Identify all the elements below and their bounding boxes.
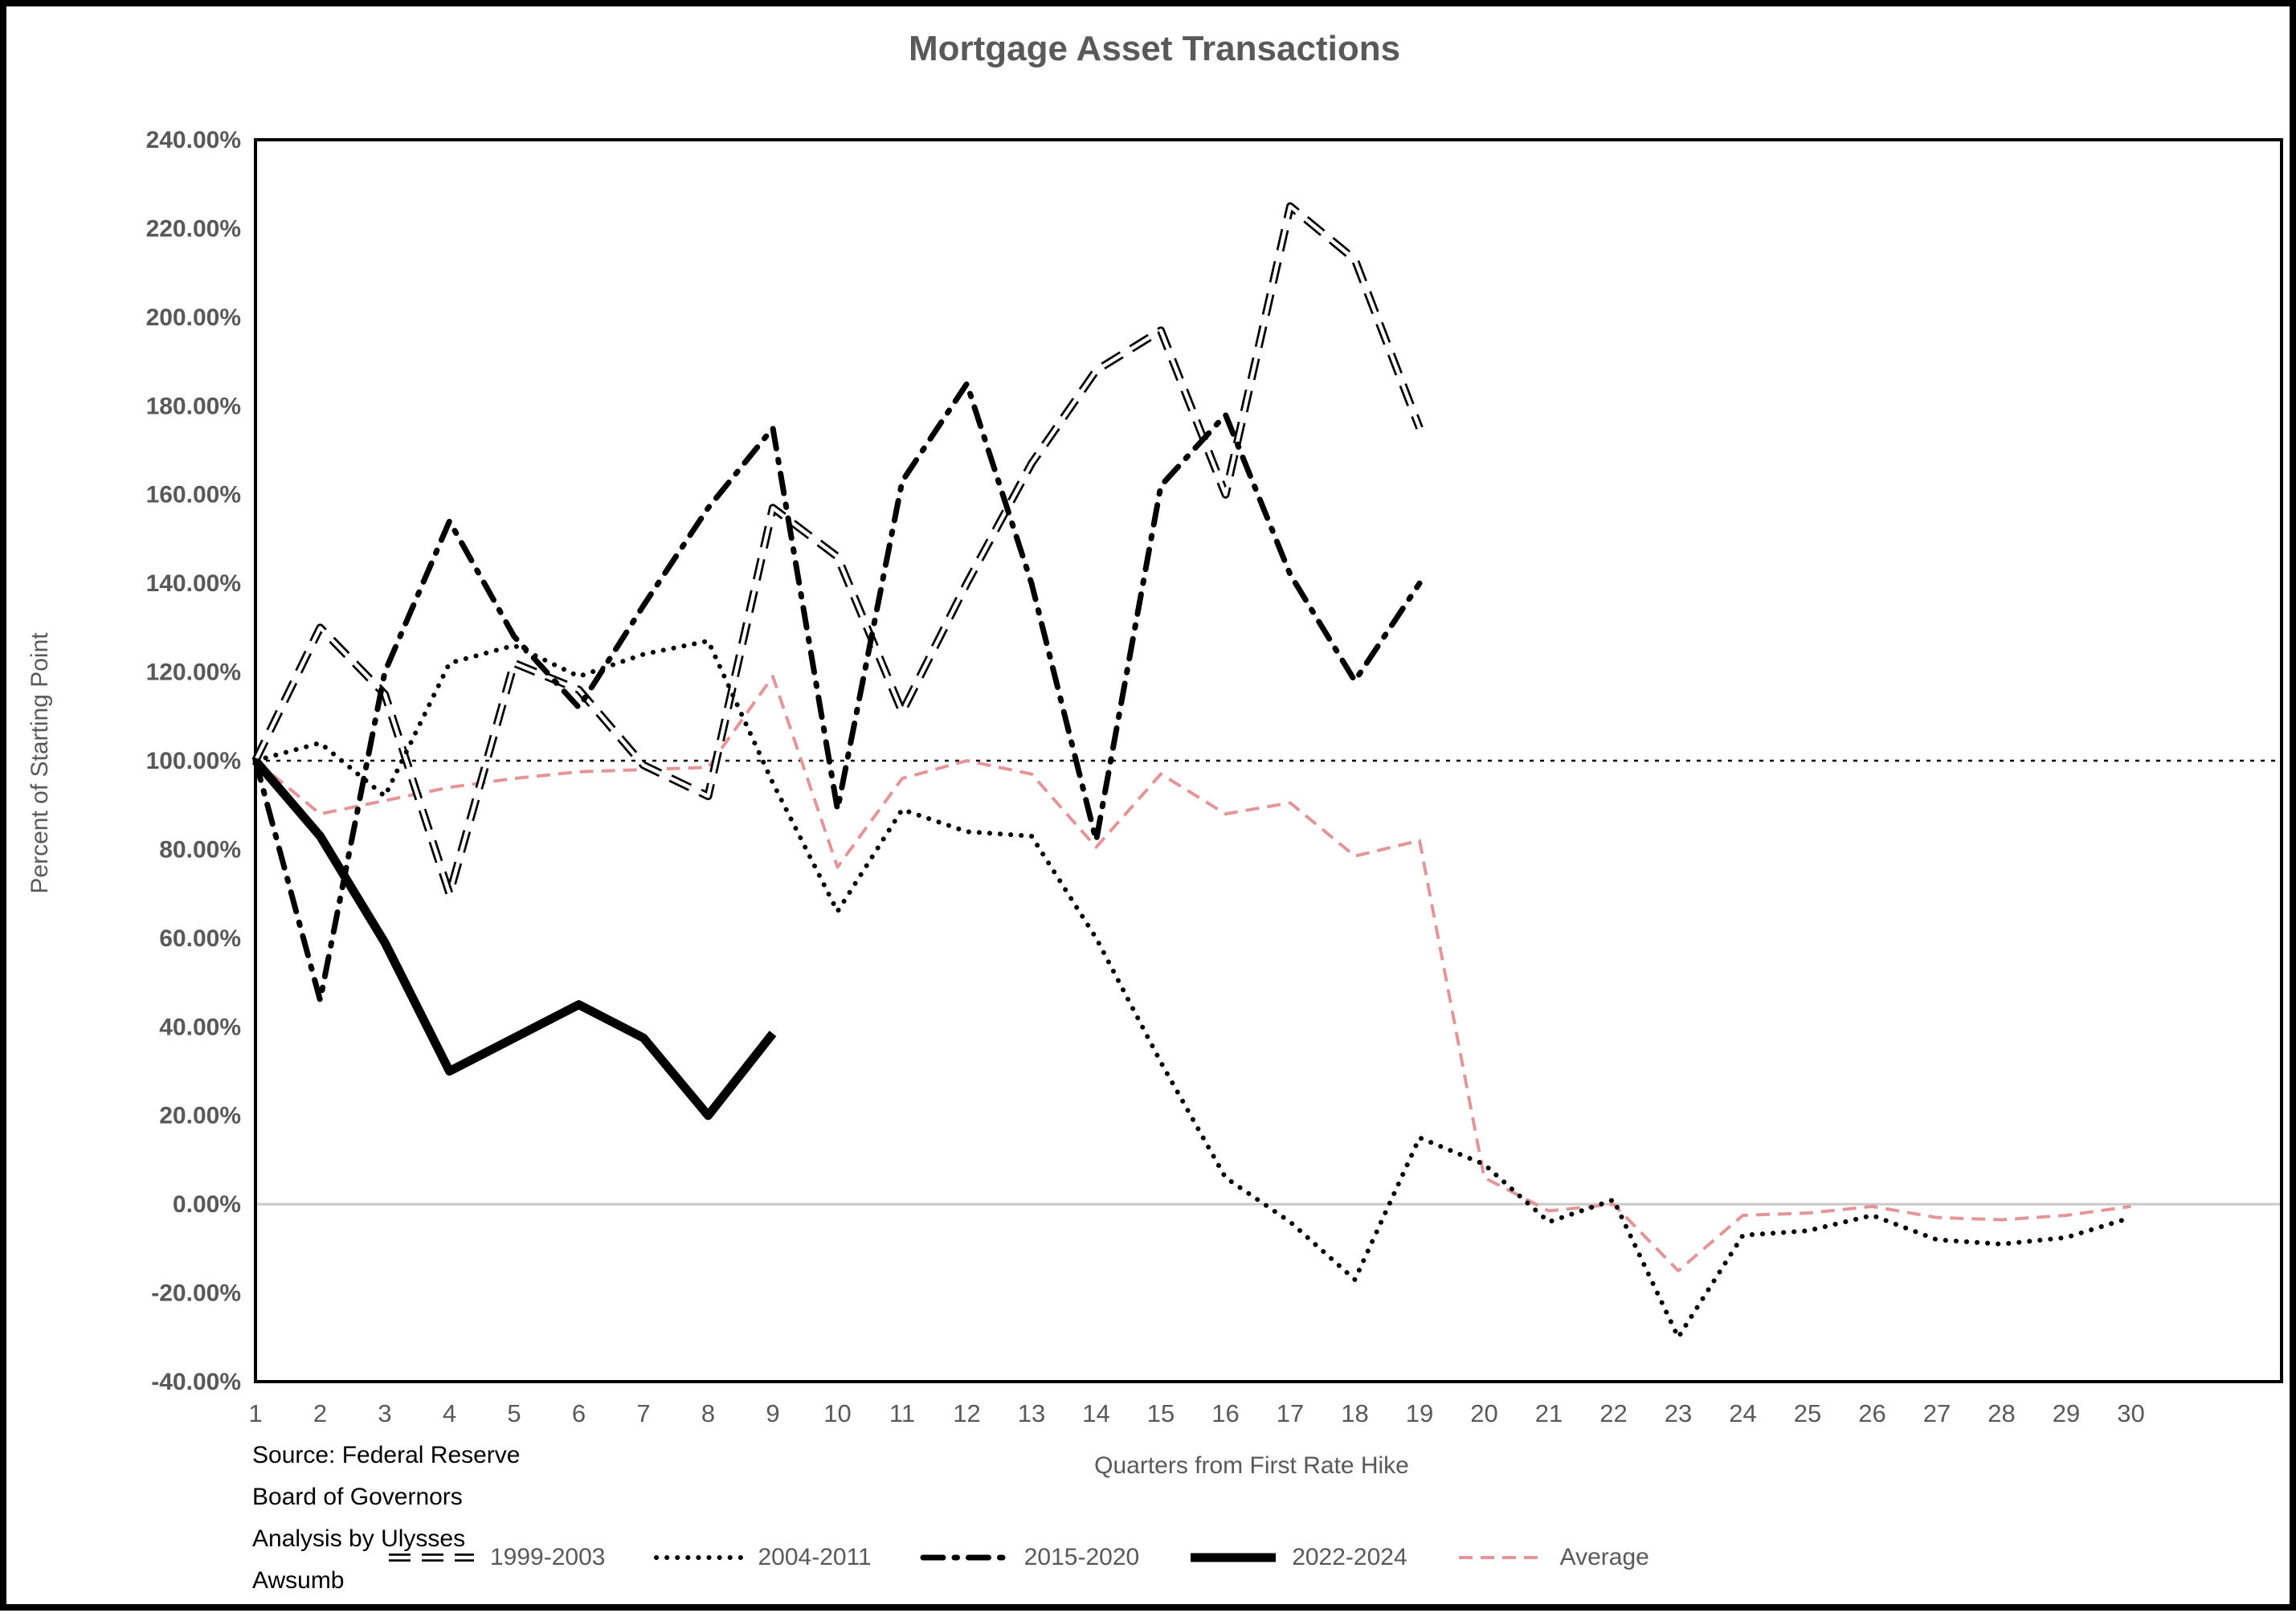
legend-label: 2022-2024 (1292, 1544, 1407, 1571)
source-line: Source: Federal Reserve (252, 1435, 521, 1476)
legend-item-2022-2024: 2022-2024 (1186, 1544, 1407, 1571)
x-tick-label: 10 (823, 1399, 851, 1427)
x-tick-label: 28 (1988, 1399, 2015, 1427)
x-tick-label: 12 (953, 1399, 980, 1427)
series-2022-2024 (255, 761, 773, 1116)
y-tick-label: 220.00% (146, 215, 241, 242)
x-tick-label: 11 (889, 1399, 915, 1427)
x-tick-label: 3 (378, 1399, 391, 1427)
x-tick-label: 19 (1406, 1399, 1433, 1427)
x-tick-label: 27 (1923, 1399, 1951, 1427)
y-tick-label: 140.00% (146, 570, 241, 597)
source-note: Source: Federal Reserve Board of Governo… (252, 1435, 521, 1602)
legend-item-Average: Average (1454, 1544, 1649, 1571)
legend-marker-icon (652, 1546, 746, 1570)
y-tick-label: 120.00% (146, 659, 241, 686)
y-tick-label: 100.00% (146, 748, 241, 774)
y-tick-label: 80.00% (159, 836, 241, 863)
x-tick-label: 30 (2117, 1399, 2144, 1427)
x-tick-label: 1 (248, 1399, 262, 1427)
x-tick-label: 18 (1341, 1399, 1368, 1427)
y-tick-label: 180.00% (146, 393, 241, 419)
x-tick-label: 4 (443, 1399, 456, 1427)
legend-item-2015-2020: 2015-2020 (918, 1544, 1139, 1571)
x-tick-label: 13 (1018, 1399, 1045, 1427)
legend-marker-icon (1454, 1546, 1549, 1570)
legend-item-2004-2011: 2004-2011 (652, 1544, 871, 1571)
legend-marker-icon (384, 1546, 479, 1570)
y-tick-label: 20.00% (159, 1103, 241, 1129)
x-tick-label: 16 (1211, 1399, 1239, 1427)
x-tick-label: 17 (1277, 1399, 1304, 1427)
legend-marker-icon (918, 1546, 1013, 1570)
series-2004-2011 (255, 641, 2131, 1337)
x-tick-label: 7 (636, 1399, 650, 1427)
x-tick-label: 29 (2053, 1399, 2080, 1427)
x-tick-label: 6 (572, 1399, 586, 1427)
x-tick-label: 14 (1082, 1399, 1109, 1427)
x-tick-label: 15 (1147, 1399, 1175, 1427)
x-tick-label: 5 (507, 1399, 521, 1427)
y-tick-label: 40.00% (159, 1014, 241, 1040)
x-axis-title: Quarters from First Rate Hike (890, 1452, 1613, 1480)
legend: 1999-2003 2004-2011 2015-2020 2022-2024 Aver… (384, 1544, 1649, 1571)
y-tick-label: -20.00% (151, 1280, 241, 1307)
x-tick-label: 24 (1729, 1399, 1756, 1427)
y-tick-label: 200.00% (146, 304, 241, 331)
y-axis-title: Percent of Starting Point (27, 602, 54, 924)
y-tick-label: -40.00% (151, 1369, 241, 1395)
x-tick-label: 23 (1665, 1399, 1692, 1427)
x-tick-label: 8 (701, 1399, 715, 1427)
line-chart: 240.00%220.00%200.00%180.00%160.00%140.0… (6, 6, 2296, 1617)
y-tick-label: 0.00% (173, 1191, 241, 1218)
x-tick-label: 21 (1535, 1399, 1563, 1427)
legend-label: Average (1560, 1544, 1649, 1571)
legend-label: 2015-2020 (1024, 1544, 1139, 1571)
x-tick-label: 25 (1794, 1399, 1821, 1427)
series-Average (255, 676, 2131, 1271)
y-tick-label: 240.00% (146, 127, 241, 153)
series-2015-2020 (255, 384, 1420, 1000)
source-line: Board of Governors (252, 1476, 521, 1518)
legend-item-1999-2003: 1999-2003 (384, 1544, 605, 1571)
x-tick-label: 9 (766, 1399, 779, 1427)
legend-marker-icon (1186, 1546, 1281, 1570)
x-tick-label: 26 (1858, 1399, 1885, 1427)
x-tick-label: 22 (1599, 1399, 1627, 1427)
legend-label: 2004-2011 (758, 1544, 871, 1571)
legend-label: 1999-2003 (490, 1544, 605, 1571)
x-tick-label: 2 (313, 1399, 327, 1427)
y-tick-label: 160.00% (146, 482, 241, 508)
x-tick-label: 20 (1470, 1399, 1497, 1427)
y-tick-label: 60.00% (159, 925, 241, 952)
